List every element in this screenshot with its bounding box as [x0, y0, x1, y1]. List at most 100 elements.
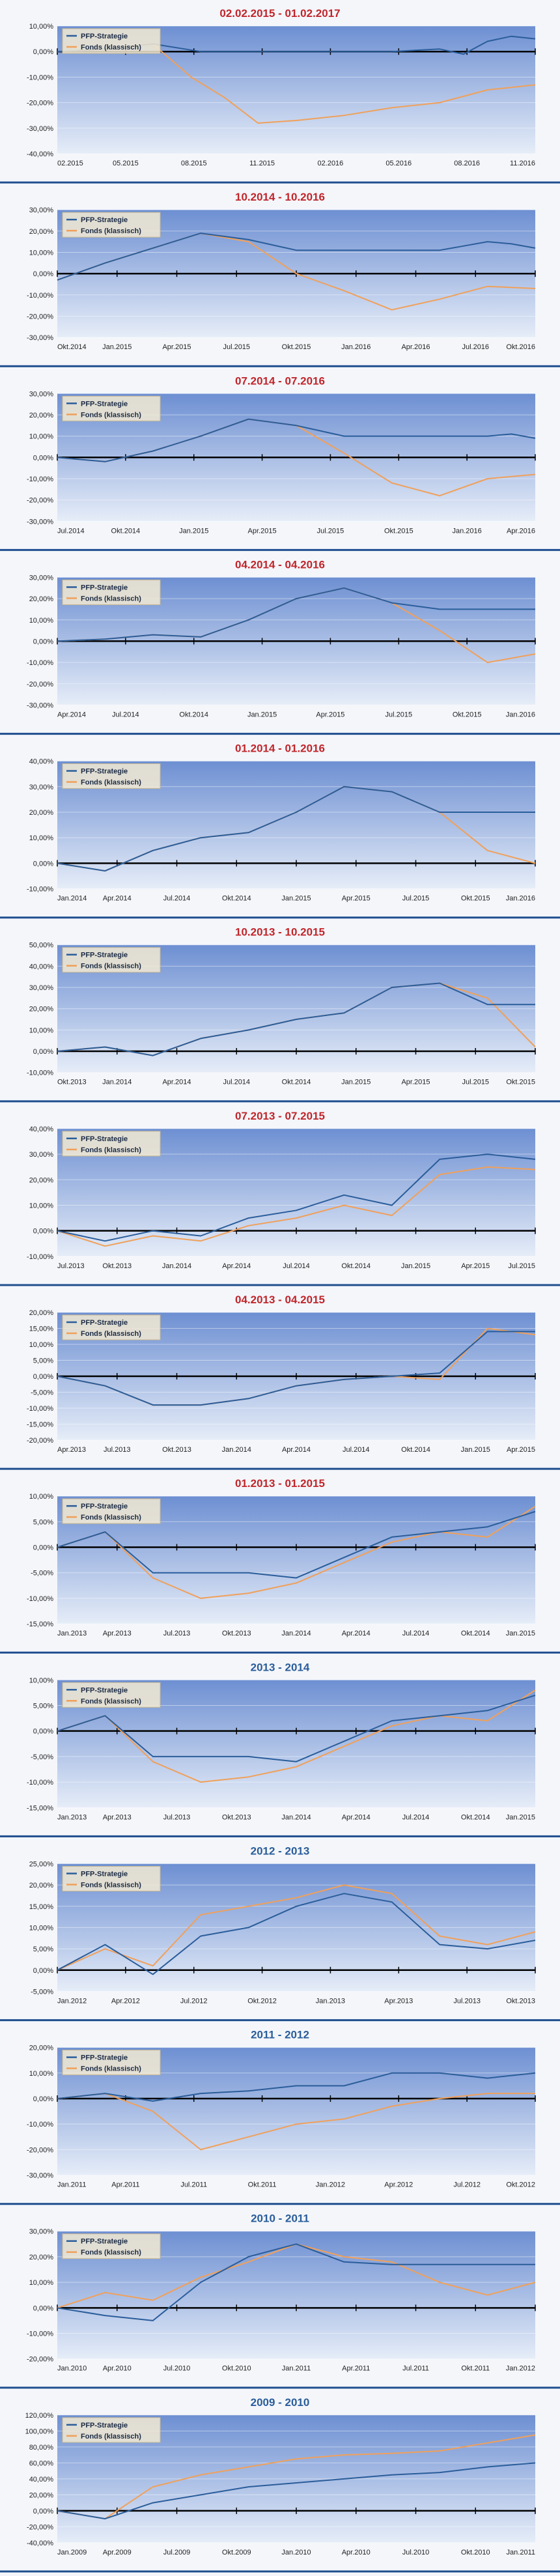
- legend: PFP-Strategie Fonds (klassisch): [62, 2417, 161, 2443]
- legend-box: [62, 1131, 161, 1157]
- x-tick-label: Jan.2009: [57, 2549, 87, 2556]
- x-tick-label: Jul.2015: [462, 1079, 489, 1086]
- x-tick-label: Jan.2015: [401, 1262, 430, 1270]
- x-tick-label: Jan.2013: [57, 1630, 87, 1637]
- y-tick-label: -20,00%: [27, 2356, 53, 2364]
- x-tick-label: Okt.2015: [384, 527, 413, 535]
- chart-panel-3: 07.2014 - 07.2016 30,00% 20,00% 10,00% 0,00%…: [0, 375, 560, 551]
- y-tick-label: 0,00%: [33, 1967, 53, 1975]
- x-tick-label: Okt.2010: [461, 2549, 490, 2556]
- y-tick-label: 5,00%: [33, 1946, 53, 1953]
- y-tick-label: 30,00%: [29, 984, 54, 992]
- x-tick-label: Okt.2013: [222, 1630, 251, 1637]
- x-tick-label: Apr.2015: [507, 1446, 535, 1454]
- legend-box: [62, 1865, 161, 1891]
- series-line-fonds-klassisch: [57, 1884, 536, 1971]
- y-tick-label: 10,00%: [29, 1202, 54, 1210]
- x-tick-label: Okt.2011: [248, 2181, 277, 2189]
- x-tick-label: Apr.2014: [103, 895, 132, 903]
- x-tick-label: Apr.2015: [248, 527, 277, 535]
- series-line-pfp-strategie: [57, 982, 535, 1056]
- x-tick-label: Jul.2011: [402, 2365, 429, 2373]
- x-tick-label: 11.2015: [249, 160, 275, 167]
- y-tick-label: 10,00%: [29, 1493, 54, 1501]
- series-line-pfp-strategie: [57, 786, 535, 872]
- legend-label-fonds-klassisch: Fonds (klassisch): [81, 963, 141, 970]
- y-tick-label: -20,00%: [27, 1437, 53, 1445]
- y-tick-label: 25,00%: [29, 1860, 54, 1868]
- x-tick-label: Jan.2014: [281, 1630, 311, 1637]
- y-tick-label: -10,00%: [27, 1595, 53, 1603]
- legend-box: [62, 1498, 161, 1524]
- y-tick-label: 100,00%: [25, 2427, 54, 2435]
- x-tick-label: Jan.2014: [57, 895, 87, 903]
- x-tick-label: Apr.2014: [342, 1813, 371, 1821]
- x-tick-label: Jan.2014: [162, 1262, 191, 1270]
- legend-label-pfp-strategie: PFP-Strategie: [81, 1686, 128, 1694]
- series-line-pfp-strategie: [57, 418, 536, 462]
- legend-label-fonds-klassisch: Fonds (klassisch): [81, 595, 141, 602]
- chart-title: 2013 - 2014: [251, 1661, 310, 1673]
- y-tick-label: 40,00%: [29, 963, 54, 970]
- y-tick-label: 20,00%: [29, 2045, 54, 2052]
- x-tick-label: Okt.2014: [341, 1262, 371, 1270]
- x-tick-label: Apr.2015: [342, 895, 371, 903]
- legend-label-fonds-klassisch: Fonds (klassisch): [81, 1697, 141, 1705]
- y-tick-label: -30,00%: [27, 518, 53, 526]
- series-line-pfp-strategie: [57, 1510, 536, 1579]
- x-tick-label: Apr.2015: [162, 343, 191, 351]
- x-tick-label: Okt.2013: [102, 1262, 132, 1270]
- y-tick-label: -10,00%: [27, 659, 53, 667]
- y-tick-label: 30,00%: [29, 784, 54, 791]
- y-tick-label: 0,00%: [33, 454, 53, 462]
- y-tick-label: 30,00%: [29, 2228, 54, 2236]
- x-tick-label: Okt.2014: [57, 343, 87, 351]
- series-line-fonds-klassisch: [57, 1690, 536, 1783]
- legend-box: [62, 2417, 161, 2443]
- x-tick-label: Apr.2012: [384, 2181, 413, 2189]
- legend-box: [62, 212, 161, 238]
- y-tick-label: -30,00%: [27, 125, 53, 133]
- chart-panel-11: 2012 - 2013 25,00% 20,00% 15,00% 10,00% 5,00%…: [0, 1845, 560, 2022]
- y-tick-label: 0,00%: [33, 1048, 53, 1056]
- y-tick-label: 20,00%: [29, 1882, 54, 1890]
- y-tick-label: 20,00%: [29, 228, 54, 236]
- chart-panel-1: 02.02.2015 - 01.02.2017 10,00% 0,00% -10,00…: [0, 7, 560, 184]
- legend-label-fonds-klassisch: Fonds (klassisch): [81, 227, 141, 235]
- x-tick-label: Jan.2016: [506, 711, 535, 718]
- legend-label-pfp-strategie: PFP-Strategie: [81, 2238, 128, 2246]
- x-tick-label: 08.2015: [181, 160, 207, 167]
- x-tick-label: Jul.2013: [163, 1630, 191, 1637]
- y-tick-label: -10,00%: [27, 886, 53, 894]
- y-tick-label: -15,00%: [27, 1804, 53, 1812]
- series-line-fonds-klassisch: [57, 2093, 535, 2151]
- y-tick-label: 30,00%: [29, 574, 54, 582]
- legend-label-fonds-klassisch: Fonds (klassisch): [81, 2433, 141, 2441]
- y-tick-label: 20,00%: [29, 412, 54, 419]
- series-line-pfp-strategie: [57, 1694, 536, 1762]
- y-tick-label: 0,00%: [33, 1728, 53, 1736]
- legend: PFP-Strategie Fonds (klassisch): [62, 1865, 161, 1891]
- y-tick-label: 10,00%: [29, 2279, 54, 2287]
- y-tick-label: -10,00%: [27, 1779, 53, 1787]
- x-tick-label: Jan.2016: [453, 527, 482, 535]
- x-tick-label: Jan.2013: [316, 1997, 345, 2005]
- x-tick-label: Jul.2014: [402, 1630, 430, 1637]
- x-tick-label: Jan.2011: [57, 2181, 86, 2189]
- y-tick-label: 120,00%: [25, 2412, 54, 2420]
- x-tick-label: Apr.2010: [342, 2549, 371, 2556]
- chart-panel-2: 10.2014 - 10.2016 30,00% 20,00% 10,00% 0,00%…: [0, 191, 560, 367]
- x-tick-label: Apr.2009: [103, 2549, 132, 2556]
- legend-box: [62, 579, 161, 605]
- y-tick-label: 60,00%: [29, 2459, 54, 2467]
- y-tick-label: -5,00%: [31, 1753, 53, 1761]
- legend: PFP-Strategie Fonds (klassisch): [62, 1498, 161, 1524]
- x-tick-label: Jan.2014: [222, 1446, 251, 1454]
- series-line-pfp-strategie: [57, 233, 536, 281]
- legend: PFP-Strategie Fonds (klassisch): [62, 1314, 161, 1340]
- legend-box: [62, 395, 161, 421]
- x-tick-label: Jul.2014: [343, 1446, 370, 1454]
- legend: PFP-Strategie Fonds (klassisch): [62, 1682, 161, 1708]
- x-tick-label: Jan.2010: [281, 2549, 311, 2556]
